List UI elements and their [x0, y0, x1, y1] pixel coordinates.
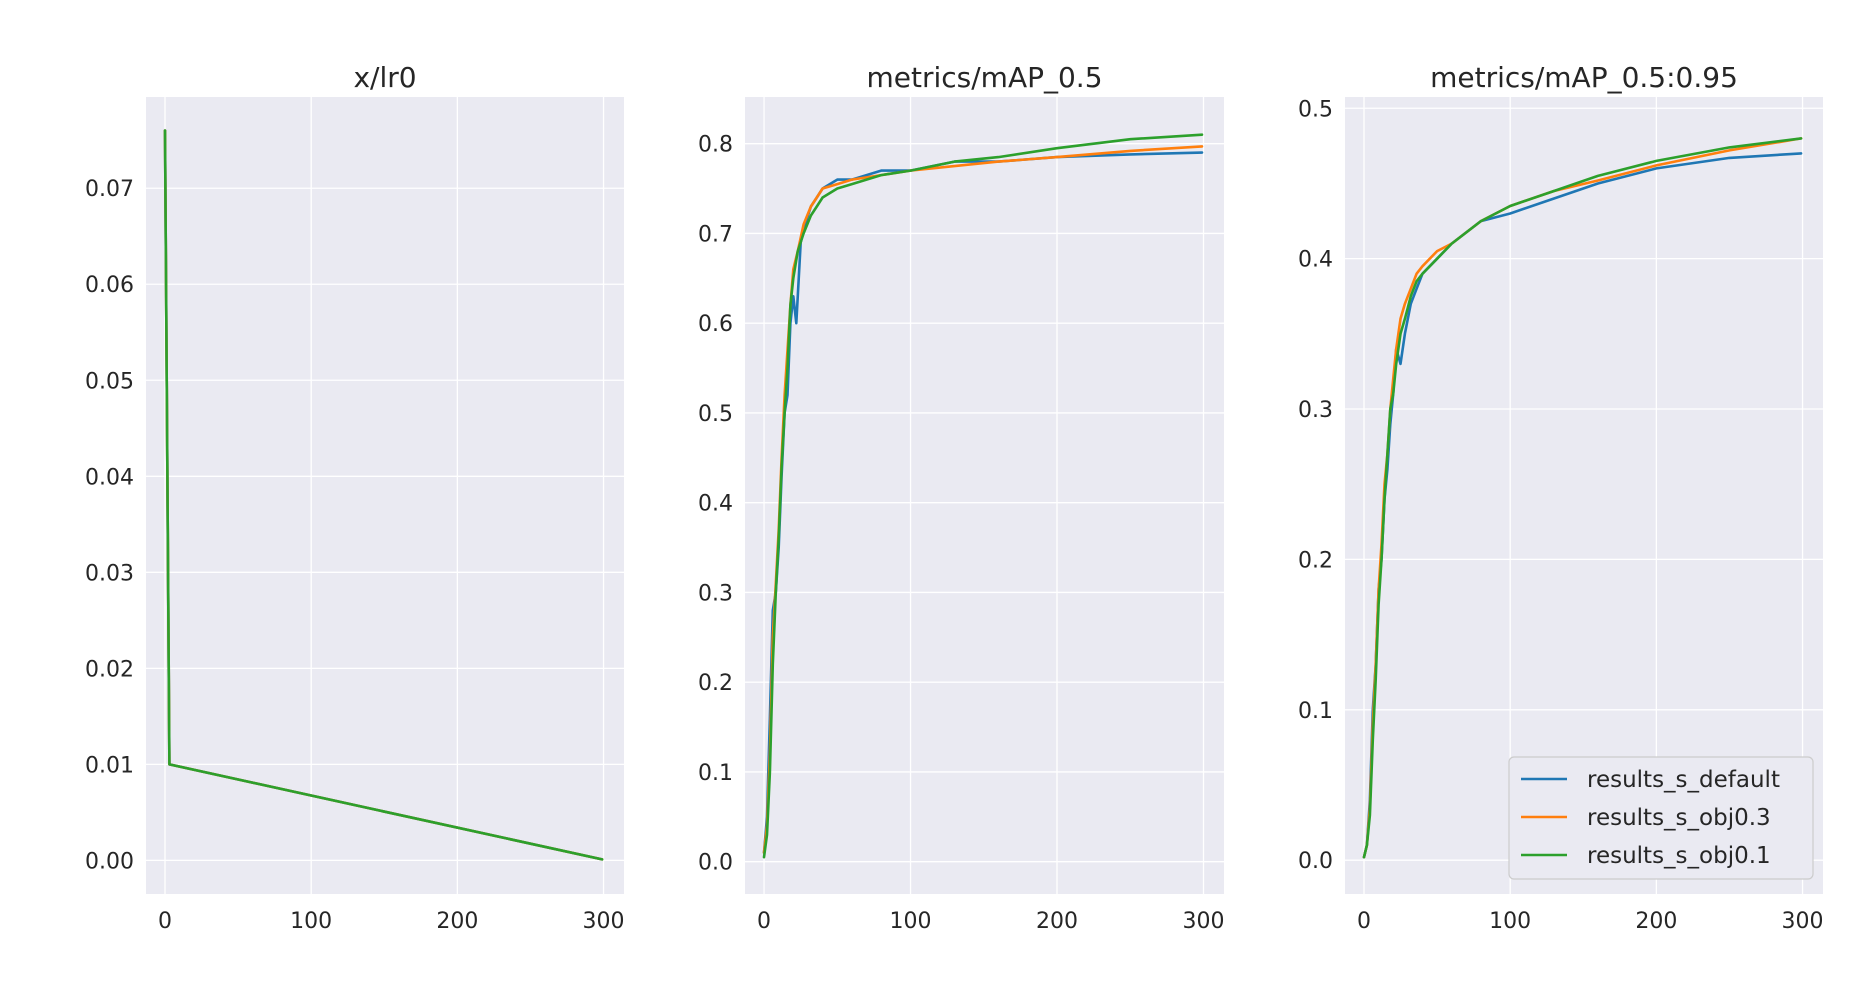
y-tick-label: 0.2 [698, 671, 733, 696]
y-tick-label: 0.0 [698, 851, 733, 876]
x-tick-label: 200 [1036, 909, 1078, 934]
chart-title: metrics/mAP_0.5:0.95 [1430, 61, 1738, 94]
y-tick-label: 0.02 [85, 657, 134, 682]
y-tick-label: 0.03 [85, 561, 134, 586]
y-tick-label: 0.3 [698, 581, 733, 606]
y-tick-label: 0.8 [698, 133, 733, 158]
chart-title: metrics/mAP_0.5 [866, 61, 1102, 94]
x-tick-label: 100 [290, 909, 332, 934]
chart-title: x/lr0 [353, 61, 416, 94]
y-tick-label: 0.07 [85, 177, 134, 202]
y-tick-label: 0.3 [1298, 398, 1333, 423]
legend [1508, 756, 1814, 880]
y-tick-label: 0.5 [1298, 97, 1333, 122]
chart-map-0-5-0-95: 0 100 200 300 0.0 0.1 0.2 0.3 0.4 0.5 metrics/mAP_… [1298, 61, 1824, 934]
x-tick-label: 0 [158, 909, 172, 934]
y-tick-label: 0.7 [698, 222, 733, 247]
x-tick-label: 300 [1782, 909, 1824, 934]
y-tick-label: 0.04 [85, 465, 134, 490]
y-tick-label: 0.0 [1298, 849, 1333, 874]
x-tick-label: 0 [1357, 909, 1371, 934]
x-tick-label: 100 [1489, 909, 1531, 934]
y-tick-label: 0.00 [85, 849, 134, 874]
y-tick-label: 0.4 [1298, 248, 1333, 273]
plot-area [146, 97, 624, 894]
legend-label-default: results_s_default [1587, 767, 1780, 793]
y-tick-label: 0.05 [85, 369, 134, 394]
plot-area [745, 97, 1224, 894]
x-tick-label: 0 [757, 909, 771, 934]
series-line-obj01 [762, 133, 1204, 859]
y-tick-label: 0.5 [698, 402, 733, 427]
y-tick-label: 0.2 [1298, 548, 1333, 573]
y-tick-label: 0.4 [698, 492, 733, 517]
x-tick-label: 300 [1182, 909, 1224, 934]
x-tick-label: 200 [1635, 909, 1677, 934]
y-tick-label: 0.6 [698, 312, 733, 337]
chart-lr0: 0 100 200 300 0.00 0.01 0.02 0.03 0.04 0.05 0.06 0.… [85, 61, 625, 934]
series-line-obj01 [163, 129, 604, 861]
y-tick-label: 0.1 [698, 761, 733, 786]
y-tick-label: 0.06 [85, 273, 134, 298]
legend-label-obj01: results_s_obj0.1 [1587, 843, 1771, 869]
x-tick-label: 300 [583, 909, 625, 934]
x-tick-label: 100 [890, 909, 932, 934]
chart-map-0-5: 0 100 200 300 0.0 0.1 0.2 0.3 0.4 0.5 0.6 0.7 0.8 met… [698, 61, 1224, 934]
legend-label-obj03: results_s_obj0.3 [1587, 805, 1771, 831]
series-line-obj01 [1362, 137, 1803, 859]
y-tick-label: 0.01 [85, 753, 134, 778]
y-tick-label: 0.1 [1298, 699, 1333, 724]
x-tick-label: 200 [436, 909, 478, 934]
